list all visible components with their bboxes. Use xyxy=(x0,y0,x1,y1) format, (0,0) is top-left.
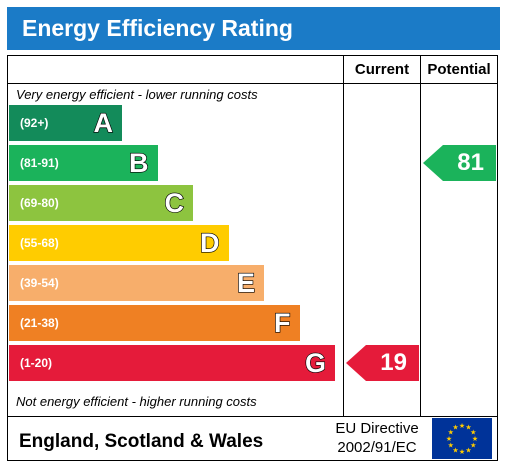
band-range-label: (1-20) xyxy=(20,356,53,370)
flag-star-icon: ★ xyxy=(465,446,471,454)
band-letter-label: A xyxy=(93,107,114,138)
potential-column-header: Potential xyxy=(427,61,491,78)
eu-flag-icon: ★ ★ ★ ★ ★ ★ ★ ★ ★ ★ ★ ★ xyxy=(432,418,492,459)
band-range-label: (69-80) xyxy=(20,196,59,210)
eu-directive: EU Directive 2002/91/EC xyxy=(328,419,426,457)
band-range-label: (21-38) xyxy=(20,316,59,330)
flag-star-icon: ★ xyxy=(459,448,465,456)
band-d: (55-68) D xyxy=(9,225,229,261)
flag-star-icon: ★ xyxy=(465,424,471,432)
directive-line-2: 2002/91/EC xyxy=(337,439,417,456)
flag-star-icon: ★ xyxy=(472,435,478,443)
band-f: (21-38) F xyxy=(9,305,300,341)
column-divider-current xyxy=(343,56,344,416)
band-b: (81-91) B xyxy=(9,145,158,181)
band-letter-label: D xyxy=(199,227,220,258)
rating-chart: Current Potential Very energy efficient … xyxy=(7,55,498,461)
band-letter-label: B xyxy=(128,147,149,178)
flag-star-icon: ★ xyxy=(470,442,476,450)
top-caption: Very energy efficient - lower running co… xyxy=(16,87,258,102)
flag-star-icon: ★ xyxy=(452,424,458,432)
footer-row-divider xyxy=(8,416,497,417)
page-title: Energy Efficiency Rating xyxy=(22,15,293,41)
region-label: England, Scotland & Wales xyxy=(19,431,264,452)
flag-star-icon: ★ xyxy=(448,429,454,437)
header-bar: Energy Efficiency Rating xyxy=(7,7,500,50)
flag-star-icon: ★ xyxy=(459,422,465,430)
flag-star-icon: ★ xyxy=(470,429,476,437)
current-column-header: Current xyxy=(354,61,410,78)
band-c: (69-80) C xyxy=(9,185,193,221)
current-rating-arrow-value: 19 xyxy=(380,349,407,376)
band-a: (92+) A xyxy=(9,105,122,141)
band-letter-label: E xyxy=(236,267,255,298)
band-g: (1-20) G xyxy=(9,345,335,381)
flag-star-icon: ★ xyxy=(446,435,452,443)
potential-rating-arrow-value: 81 xyxy=(457,149,484,176)
header-row-divider xyxy=(8,83,497,84)
flag-star-icon: ★ xyxy=(448,442,454,450)
band-letter-label: C xyxy=(164,187,185,218)
band-e: (39-54) E xyxy=(9,265,264,301)
band-letter-label: G xyxy=(304,347,326,378)
band-range-label: (92+) xyxy=(20,116,49,130)
bottom-caption: Not energy efficient - higher running co… xyxy=(16,394,257,409)
directive-line-1: EU Directive xyxy=(335,420,419,437)
band-range-label: (55-68) xyxy=(20,236,59,250)
current-rating-arrow: 19 xyxy=(346,345,419,381)
band-letter-label: F xyxy=(273,307,291,338)
potential-rating-arrow: 81 xyxy=(423,145,496,181)
flag-star-icon: ★ xyxy=(452,446,458,454)
band-range-label: (81-91) xyxy=(20,156,59,170)
band-range-label: (39-54) xyxy=(20,276,59,290)
column-divider-potential xyxy=(420,56,421,416)
